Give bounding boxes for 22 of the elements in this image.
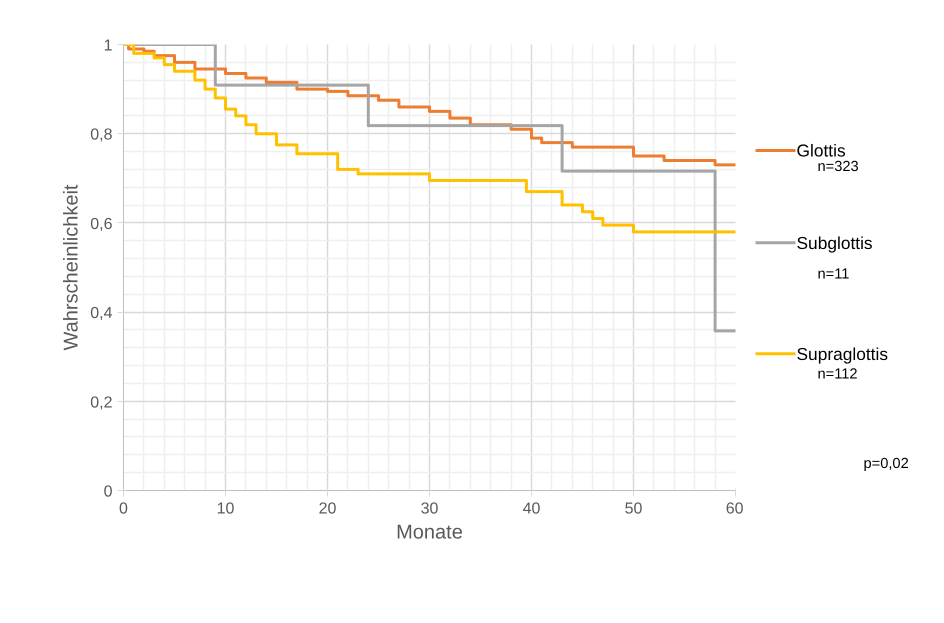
x-tick-label: 50 xyxy=(624,500,642,518)
legend-label: Subglottis xyxy=(796,232,873,253)
x-tick-label: 0 xyxy=(119,500,128,518)
y-axis-title: Wahrscheinlichkeit xyxy=(60,184,82,350)
text: n=323 xyxy=(818,158,859,175)
x-tick-label: 10 xyxy=(216,500,234,518)
y-tick-label: 0,6 xyxy=(90,216,113,233)
x-axis-title: Monate xyxy=(396,522,463,544)
x-tick-label: 60 xyxy=(726,500,744,518)
legend-label: Glottis xyxy=(796,140,846,160)
text: p=0,02 xyxy=(864,456,909,472)
text: n=112 xyxy=(818,366,858,383)
x-tick-label: 20 xyxy=(318,500,336,518)
y-tick-label: 1 xyxy=(104,38,113,54)
y-tick-label: 0,8 xyxy=(90,126,113,144)
y-tick-label: 0,4 xyxy=(90,305,113,322)
x-tick-label: 30 xyxy=(420,500,438,518)
x-tick-label: 40 xyxy=(522,500,540,518)
y-tick-label: 0 xyxy=(104,484,113,500)
y-tick-label: 0,2 xyxy=(90,394,113,412)
text: n=11 xyxy=(818,266,850,282)
legend-label: Supraglottis xyxy=(796,344,888,364)
